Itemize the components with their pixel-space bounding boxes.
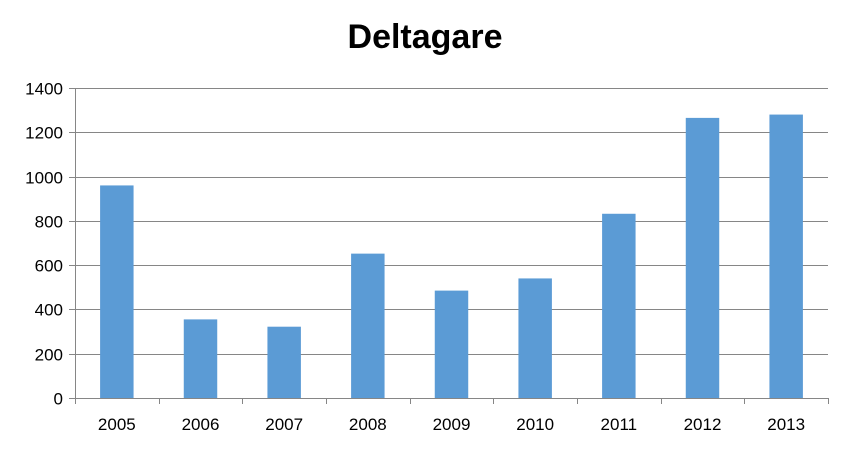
x-tick-label: 2011 [601, 415, 638, 434]
bar-2008 [351, 253, 385, 398]
y-tick-label: 600 [35, 257, 63, 276]
y-tick-label: 1200 [25, 124, 63, 143]
bar-2009 [434, 290, 469, 398]
y-tick-label: 200 [35, 346, 63, 365]
y-tick-label: 1400 [25, 80, 63, 99]
y-tick-label: 400 [35, 301, 63, 320]
y-tick-label: 1000 [25, 169, 63, 188]
bar-2005 [100, 185, 134, 398]
x-tick-label: 2013 [767, 415, 805, 434]
x-tick-label: 2008 [349, 415, 387, 434]
x-tick-label: 2010 [516, 415, 554, 434]
x-tick-label: 2005 [98, 415, 136, 434]
x-tick-label: 2012 [684, 415, 722, 434]
bar-2011 [602, 213, 636, 398]
bar-2013 [769, 114, 803, 399]
bar-2012 [685, 117, 720, 399]
x-tick-label: 2006 [182, 415, 220, 434]
y-tick-label: 0 [54, 390, 63, 409]
chart-title: Deltagare [347, 18, 503, 56]
x-tick-label: 2007 [265, 415, 303, 434]
y-tick-label: 800 [35, 213, 63, 232]
x-tick-label: 2009 [433, 415, 471, 434]
bar-2006 [183, 319, 218, 398]
bar-2010 [518, 278, 552, 398]
bar-2007 [267, 326, 301, 398]
